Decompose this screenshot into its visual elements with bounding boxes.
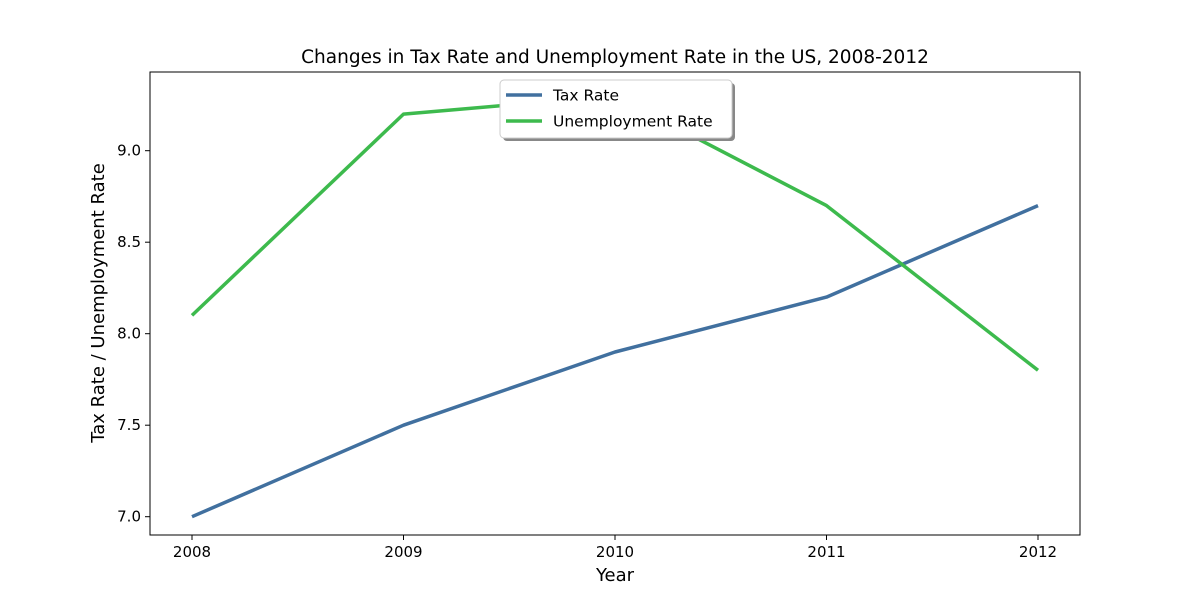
- legend-label: Tax Rate: [552, 87, 619, 105]
- plot-area: [150, 72, 1080, 535]
- y-tick-label: 8.5: [117, 233, 141, 251]
- series-line-tax-rate: [191, 203, 1039, 519]
- y-tick-label: 8.0: [117, 325, 141, 343]
- legend-label: Unemployment Rate: [553, 113, 713, 131]
- y-axis-label: Tax Rate / Unemployment Rate: [88, 163, 109, 444]
- x-axis-label: Year: [595, 565, 635, 586]
- chart-title: Changes in Tax Rate and Unemployment Rat…: [301, 47, 929, 68]
- legend: Tax Rate Unemployment Rate: [499, 79, 735, 141]
- x-tick-label: 2010: [596, 543, 634, 561]
- x-tick-label: 2008: [173, 543, 211, 561]
- y-tick-label: 9.0: [117, 142, 141, 160]
- y-tick-label: 7.0: [117, 508, 141, 526]
- x-tick-label: 2009: [384, 543, 422, 561]
- x-tick-label: 2012: [1019, 543, 1057, 561]
- plot-background: [150, 72, 1080, 535]
- y-tick-label: 7.5: [117, 416, 141, 434]
- x-tick-label: 2011: [807, 543, 845, 561]
- axes: 2008 2009 2010 2011 2012 7.0 7.5 8.0 8.5 9.0: [117, 71, 1081, 561]
- legend-box: [499, 79, 733, 139]
- plot-frame: [149, 71, 1081, 536]
